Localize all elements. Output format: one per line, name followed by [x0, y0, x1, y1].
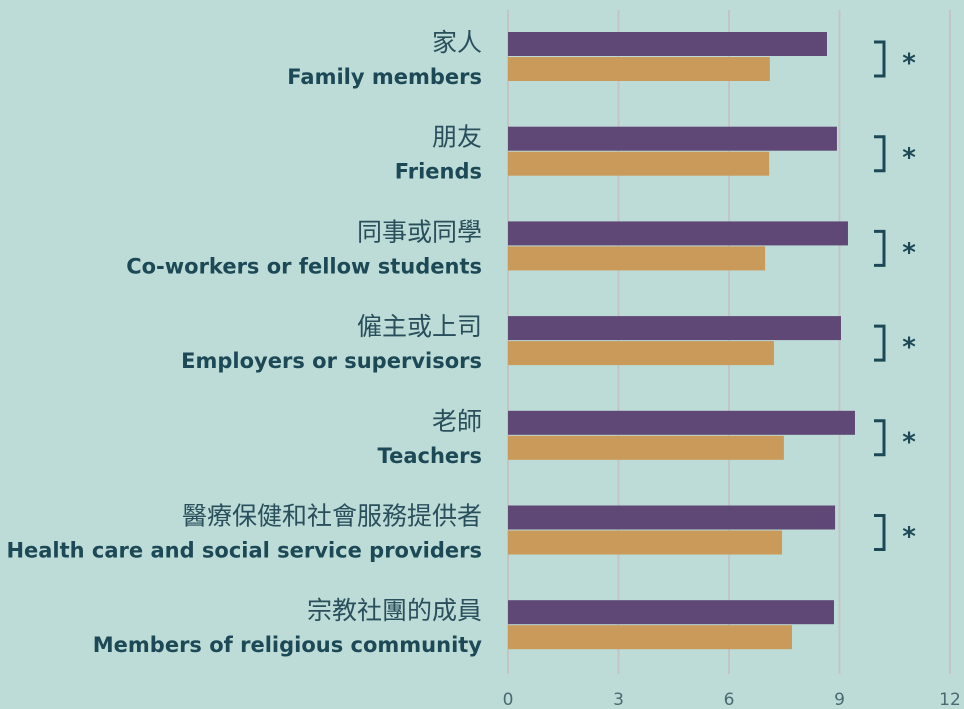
- category-label-en: Members of religious community: [93, 633, 483, 657]
- category-label-zh: 同事或同學: [357, 217, 482, 246]
- significance-bracket: [874, 419, 886, 457]
- significance-marker: *: [902, 143, 916, 173]
- significance-bracket: [874, 135, 886, 173]
- bar: [508, 246, 766, 271]
- bar: [508, 57, 770, 81]
- bar: [508, 530, 783, 555]
- category-label-zh: 醫療保健和社會服務提供者: [182, 502, 482, 531]
- significance-marker: *: [902, 333, 916, 363]
- bar: [508, 221, 848, 246]
- category-label-zh: 僱主或上司: [357, 312, 482, 341]
- significance-marker: *: [902, 238, 916, 268]
- bar: [508, 435, 784, 460]
- significance-marker: *: [902, 427, 916, 457]
- category-label-zh: 宗教社團的成員: [307, 596, 482, 625]
- significance-marker: *: [902, 49, 916, 79]
- category-label-en: Co-workers or fellow students: [126, 254, 482, 278]
- category-label-en: Family members: [287, 65, 482, 89]
- category-label-en: Friends: [395, 160, 482, 184]
- bar: [508, 341, 774, 366]
- category-label-zh: 老師: [432, 407, 482, 436]
- significance-bracket: [874, 514, 886, 551]
- x-tick-label: 9: [834, 690, 845, 709]
- category-label-en: Teachers: [378, 444, 482, 468]
- bar: [508, 410, 855, 435]
- significance-marker: *: [902, 522, 916, 552]
- bar: [508, 505, 836, 530]
- significance-bracket: [874, 324, 886, 362]
- bar: [508, 151, 770, 176]
- x-tick-label: 12: [939, 690, 961, 709]
- bar: [508, 316, 841, 341]
- bar: [508, 32, 827, 56]
- bar: [508, 600, 834, 625]
- bar: [508, 625, 792, 650]
- significance-bracket: [874, 229, 886, 267]
- x-tick-label: 0: [503, 690, 514, 709]
- category-label-zh: 家人: [432, 28, 482, 57]
- bar: [508, 126, 837, 151]
- significance-bracket: [874, 40, 886, 78]
- category-label-en: Health care and social service providers: [6, 539, 482, 563]
- x-tick-label: 3: [613, 690, 624, 709]
- x-tick-label: 6: [724, 690, 735, 709]
- category-label-en: Employers or supervisors: [181, 349, 482, 373]
- category-label-zh: 朋友: [432, 123, 482, 152]
